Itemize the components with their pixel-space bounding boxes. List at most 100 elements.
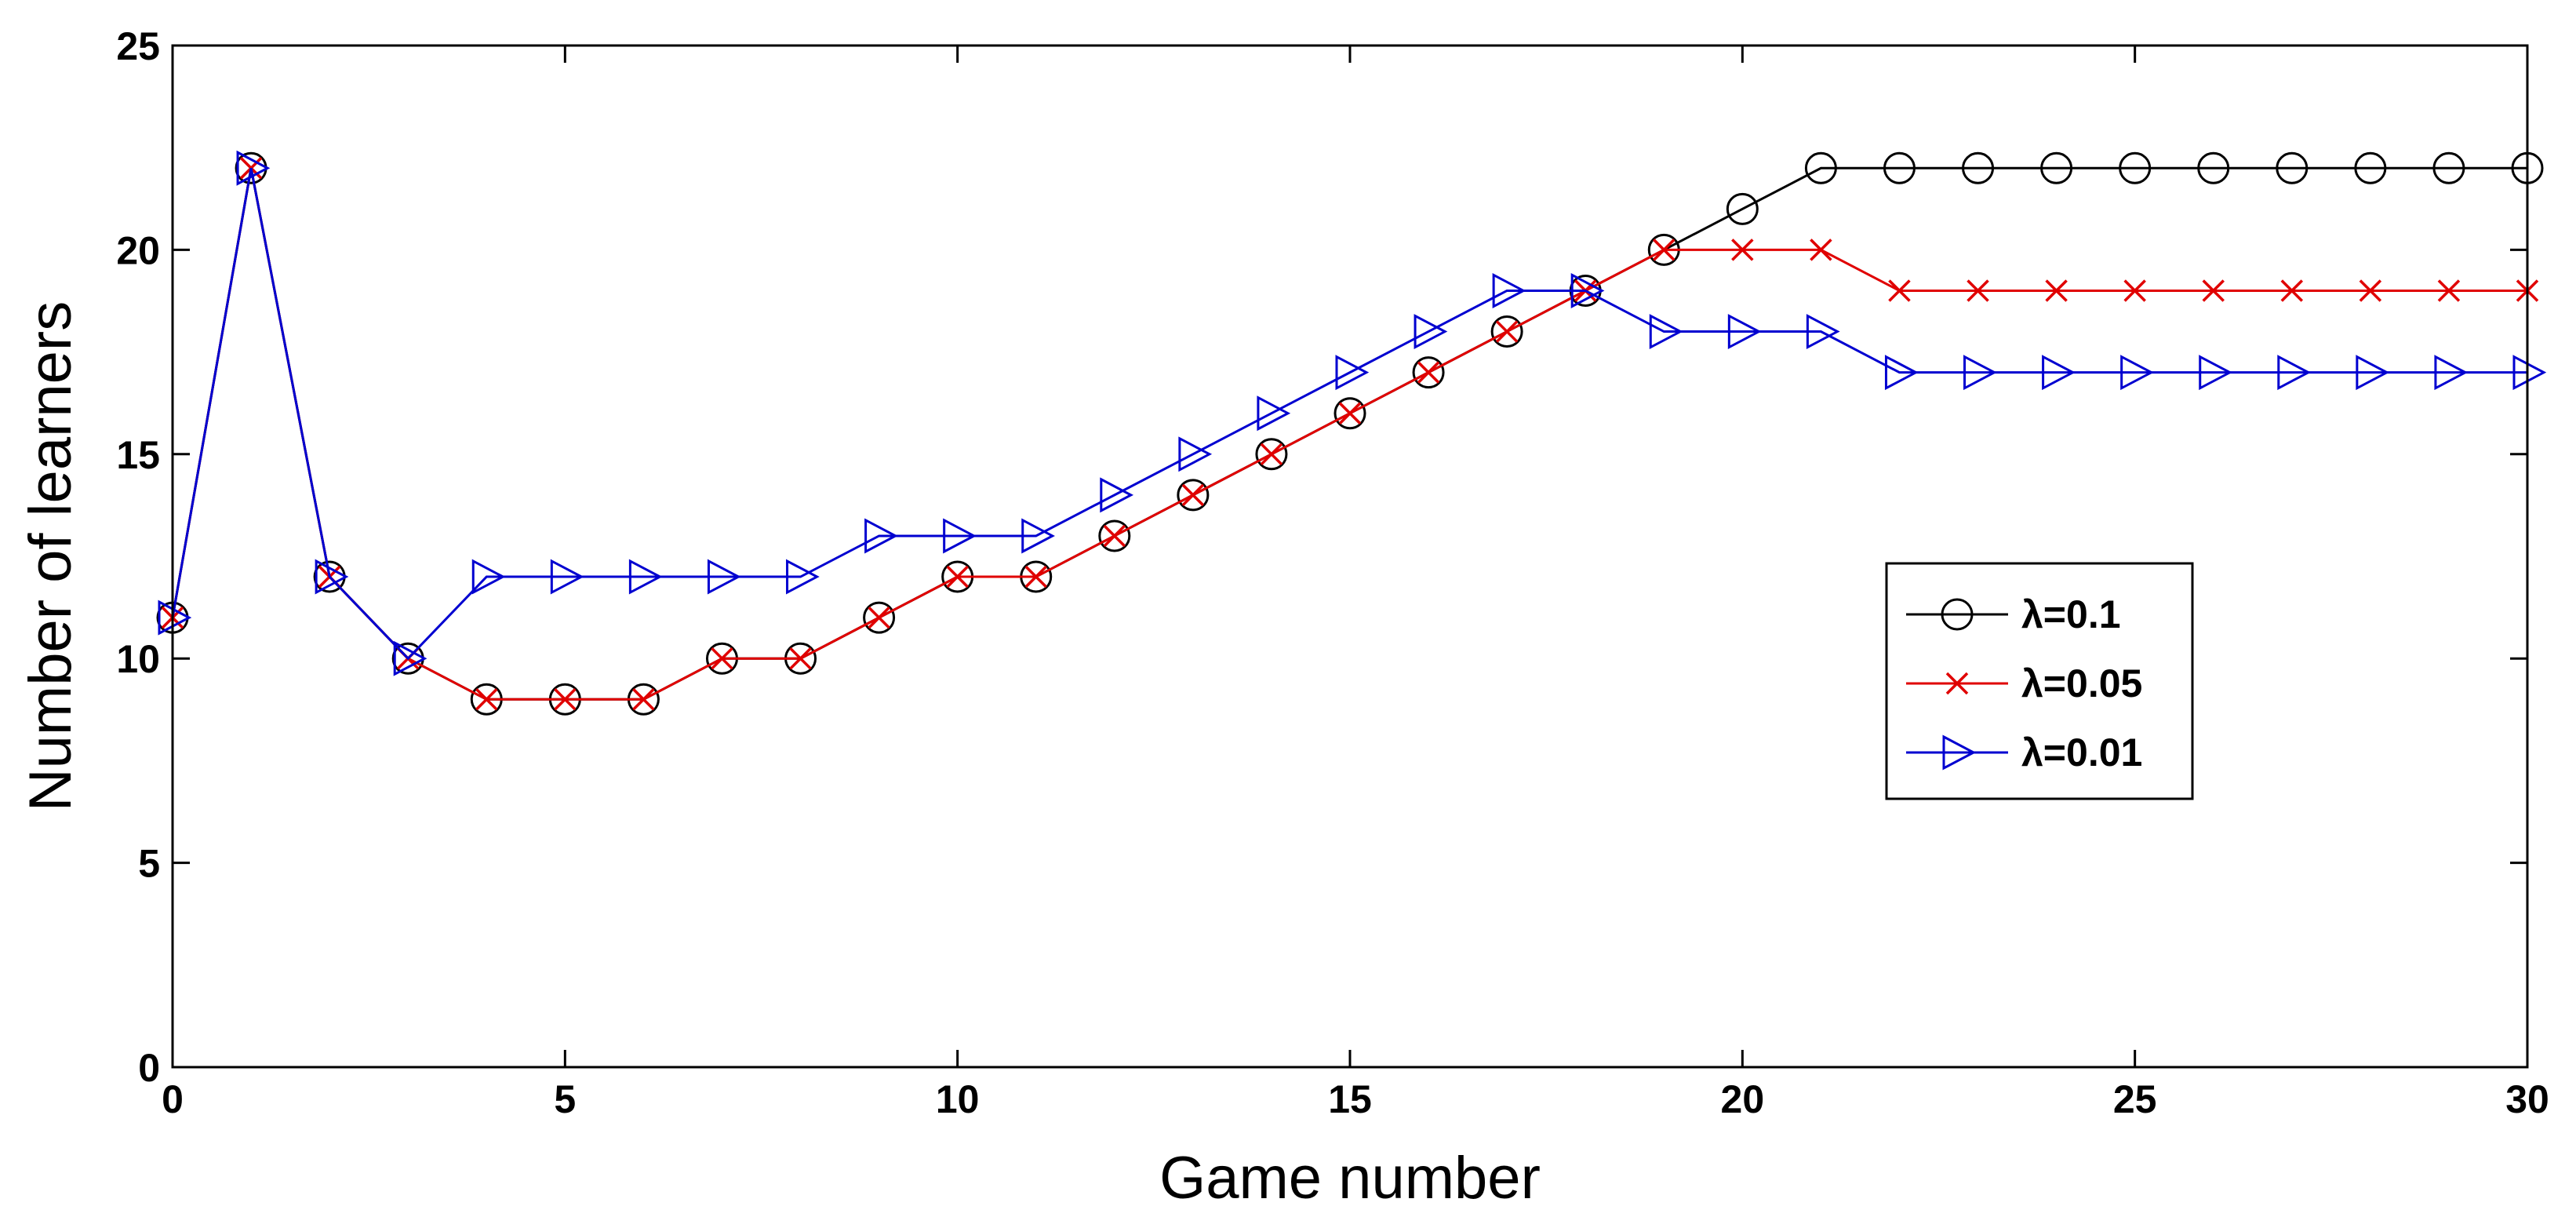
data-point-s3-x15	[1335, 355, 1370, 391]
data-point-s1-x16	[1412, 356, 1445, 389]
data-point-s3-x27	[2277, 355, 2312, 391]
y-tick-label: 15	[116, 433, 160, 477]
y-tick-label: 5	[138, 842, 160, 886]
data-point-s3-x29	[2434, 355, 2469, 391]
data-point-s1-x13	[1177, 479, 1210, 512]
data-point-s1-x17	[1490, 315, 1523, 348]
data-point-s3-x21	[1806, 314, 1840, 350]
data-point-s3-x26	[2199, 355, 2232, 391]
x-tick-label: 30	[2505, 1077, 2549, 1121]
data-point-s2-x27	[2280, 279, 2304, 302]
data-point-s3-x3	[393, 640, 428, 676]
y-tick-label: 20	[116, 228, 160, 272]
legend-entry-3: λ=0.01	[1906, 731, 2142, 774]
data-point-s3-x10	[943, 518, 977, 554]
data-point-s3-x5	[550, 559, 584, 595]
data-point-s2-x6	[632, 688, 655, 711]
data-point-s2-x22	[1888, 279, 1911, 302]
data-point-s2-x7	[711, 647, 733, 670]
legend-entry-2: λ=0.05	[1906, 661, 2142, 705]
data-point-s2-x11	[1024, 565, 1047, 588]
data-point-s1-x27	[2276, 151, 2309, 184]
data-point-s3-x17	[1492, 272, 1526, 308]
data-point-s2-x14	[1260, 443, 1283, 466]
data-point-s3-x8	[786, 559, 820, 595]
data-point-s2-x15	[1338, 402, 1362, 425]
data-point-s1-x12	[1098, 519, 1131, 552]
data-point-s2-x8	[789, 647, 812, 670]
x-tick-label: 15	[1328, 1077, 1372, 1121]
data-point-s3-x0	[158, 599, 192, 636]
data-point-s3-x12	[1100, 477, 1134, 513]
legend-box	[1885, 562, 2194, 800]
data-point-s2-x17	[1495, 320, 1519, 343]
data-point-s3-x28	[2356, 355, 2390, 391]
legend-label: λ=0.1	[2021, 592, 2121, 636]
data-point-s3-x24	[2042, 355, 2076, 391]
data-point-s1-x9	[863, 601, 896, 634]
data-point-s1-x20	[1726, 192, 1759, 225]
x-tick-label: 25	[2113, 1077, 2157, 1121]
data-point-s3-x6	[628, 559, 663, 595]
data-point-s1-x26	[2197, 151, 2230, 184]
x-tick-label: 10	[936, 1077, 980, 1121]
data-point-s3-x11	[1021, 518, 1055, 554]
data-point-s1-x29	[2432, 151, 2465, 184]
series-3	[158, 150, 2547, 676]
data-point-s3-x16	[1414, 314, 1448, 350]
data-point-s3-x4	[471, 559, 506, 595]
data-point-s1-x22	[1883, 151, 1916, 184]
data-point-s3-x18	[1570, 272, 1605, 308]
data-point-s2-x23	[1967, 279, 1989, 302]
data-point-s3-x20	[1727, 314, 1762, 350]
y-axis-label: Number of learners	[17, 301, 84, 812]
x-tick-label: 0	[162, 1077, 184, 1121]
x-tick-label: 20	[1721, 1077, 1765, 1121]
data-point-s3-x9	[864, 518, 898, 554]
data-point-s1-x15	[1333, 397, 1366, 430]
data-point-s2-x12	[1103, 524, 1126, 548]
y-tick-label: 25	[116, 24, 160, 68]
data-point-s2-x24	[2045, 279, 2068, 302]
legend: λ=0.1 λ=0.05 λ=0.01	[1885, 562, 2194, 800]
data-point-s3-x2	[315, 559, 349, 595]
legend-marker	[1942, 734, 1977, 771]
data-point-s1-x28	[2354, 151, 2387, 184]
data-point-s1-x24	[2040, 151, 2073, 184]
data-point-s2-x4	[475, 688, 498, 711]
data-point-s2-x5	[554, 688, 577, 711]
data-point-s3-x30	[2512, 355, 2547, 391]
data-point-s2-x29	[2437, 279, 2461, 302]
data-point-s1-x23	[1962, 151, 1995, 184]
data-point-s3-x19	[1649, 314, 1683, 350]
data-point-s3-x1	[236, 150, 271, 186]
data-point-s2-x25	[2123, 279, 2146, 302]
data-point-s1-x21	[1804, 151, 1837, 184]
y-tick-label: 0	[138, 1046, 160, 1090]
data-point-s3-x23	[1963, 355, 1997, 391]
data-point-s2-x19	[1653, 239, 1675, 261]
data-point-s3-x14	[1257, 395, 1291, 432]
data-point-s2-x10	[946, 565, 969, 588]
x-axis-label: Game number	[1159, 1145, 1541, 1212]
legend-label: λ=0.05	[2021, 661, 2142, 705]
data-point-s2-x21	[1810, 239, 1832, 261]
data-point-s2-x9	[868, 606, 890, 629]
data-point-s3-x7	[707, 559, 741, 595]
data-point-s2-x20	[1731, 239, 1754, 261]
series-line-3	[171, 167, 2527, 661]
data-point-s1-x14	[1255, 438, 1288, 471]
data-point-s2-x28	[2359, 279, 2382, 302]
data-point-s2-x26	[2202, 279, 2225, 302]
x-tick-label: 5	[554, 1077, 576, 1121]
legend-marker	[1941, 598, 1974, 631]
data-point-s1-x25	[2119, 151, 2152, 184]
data-point-s3-x22	[1884, 355, 1919, 391]
data-point-s3-x25	[2120, 355, 2154, 391]
legend-entry-1: λ=0.1	[1906, 592, 2121, 636]
data-point-s2-x13	[1181, 483, 1205, 507]
y-tick-label: 10	[116, 637, 160, 681]
data-point-s2-x16	[1417, 361, 1440, 384]
